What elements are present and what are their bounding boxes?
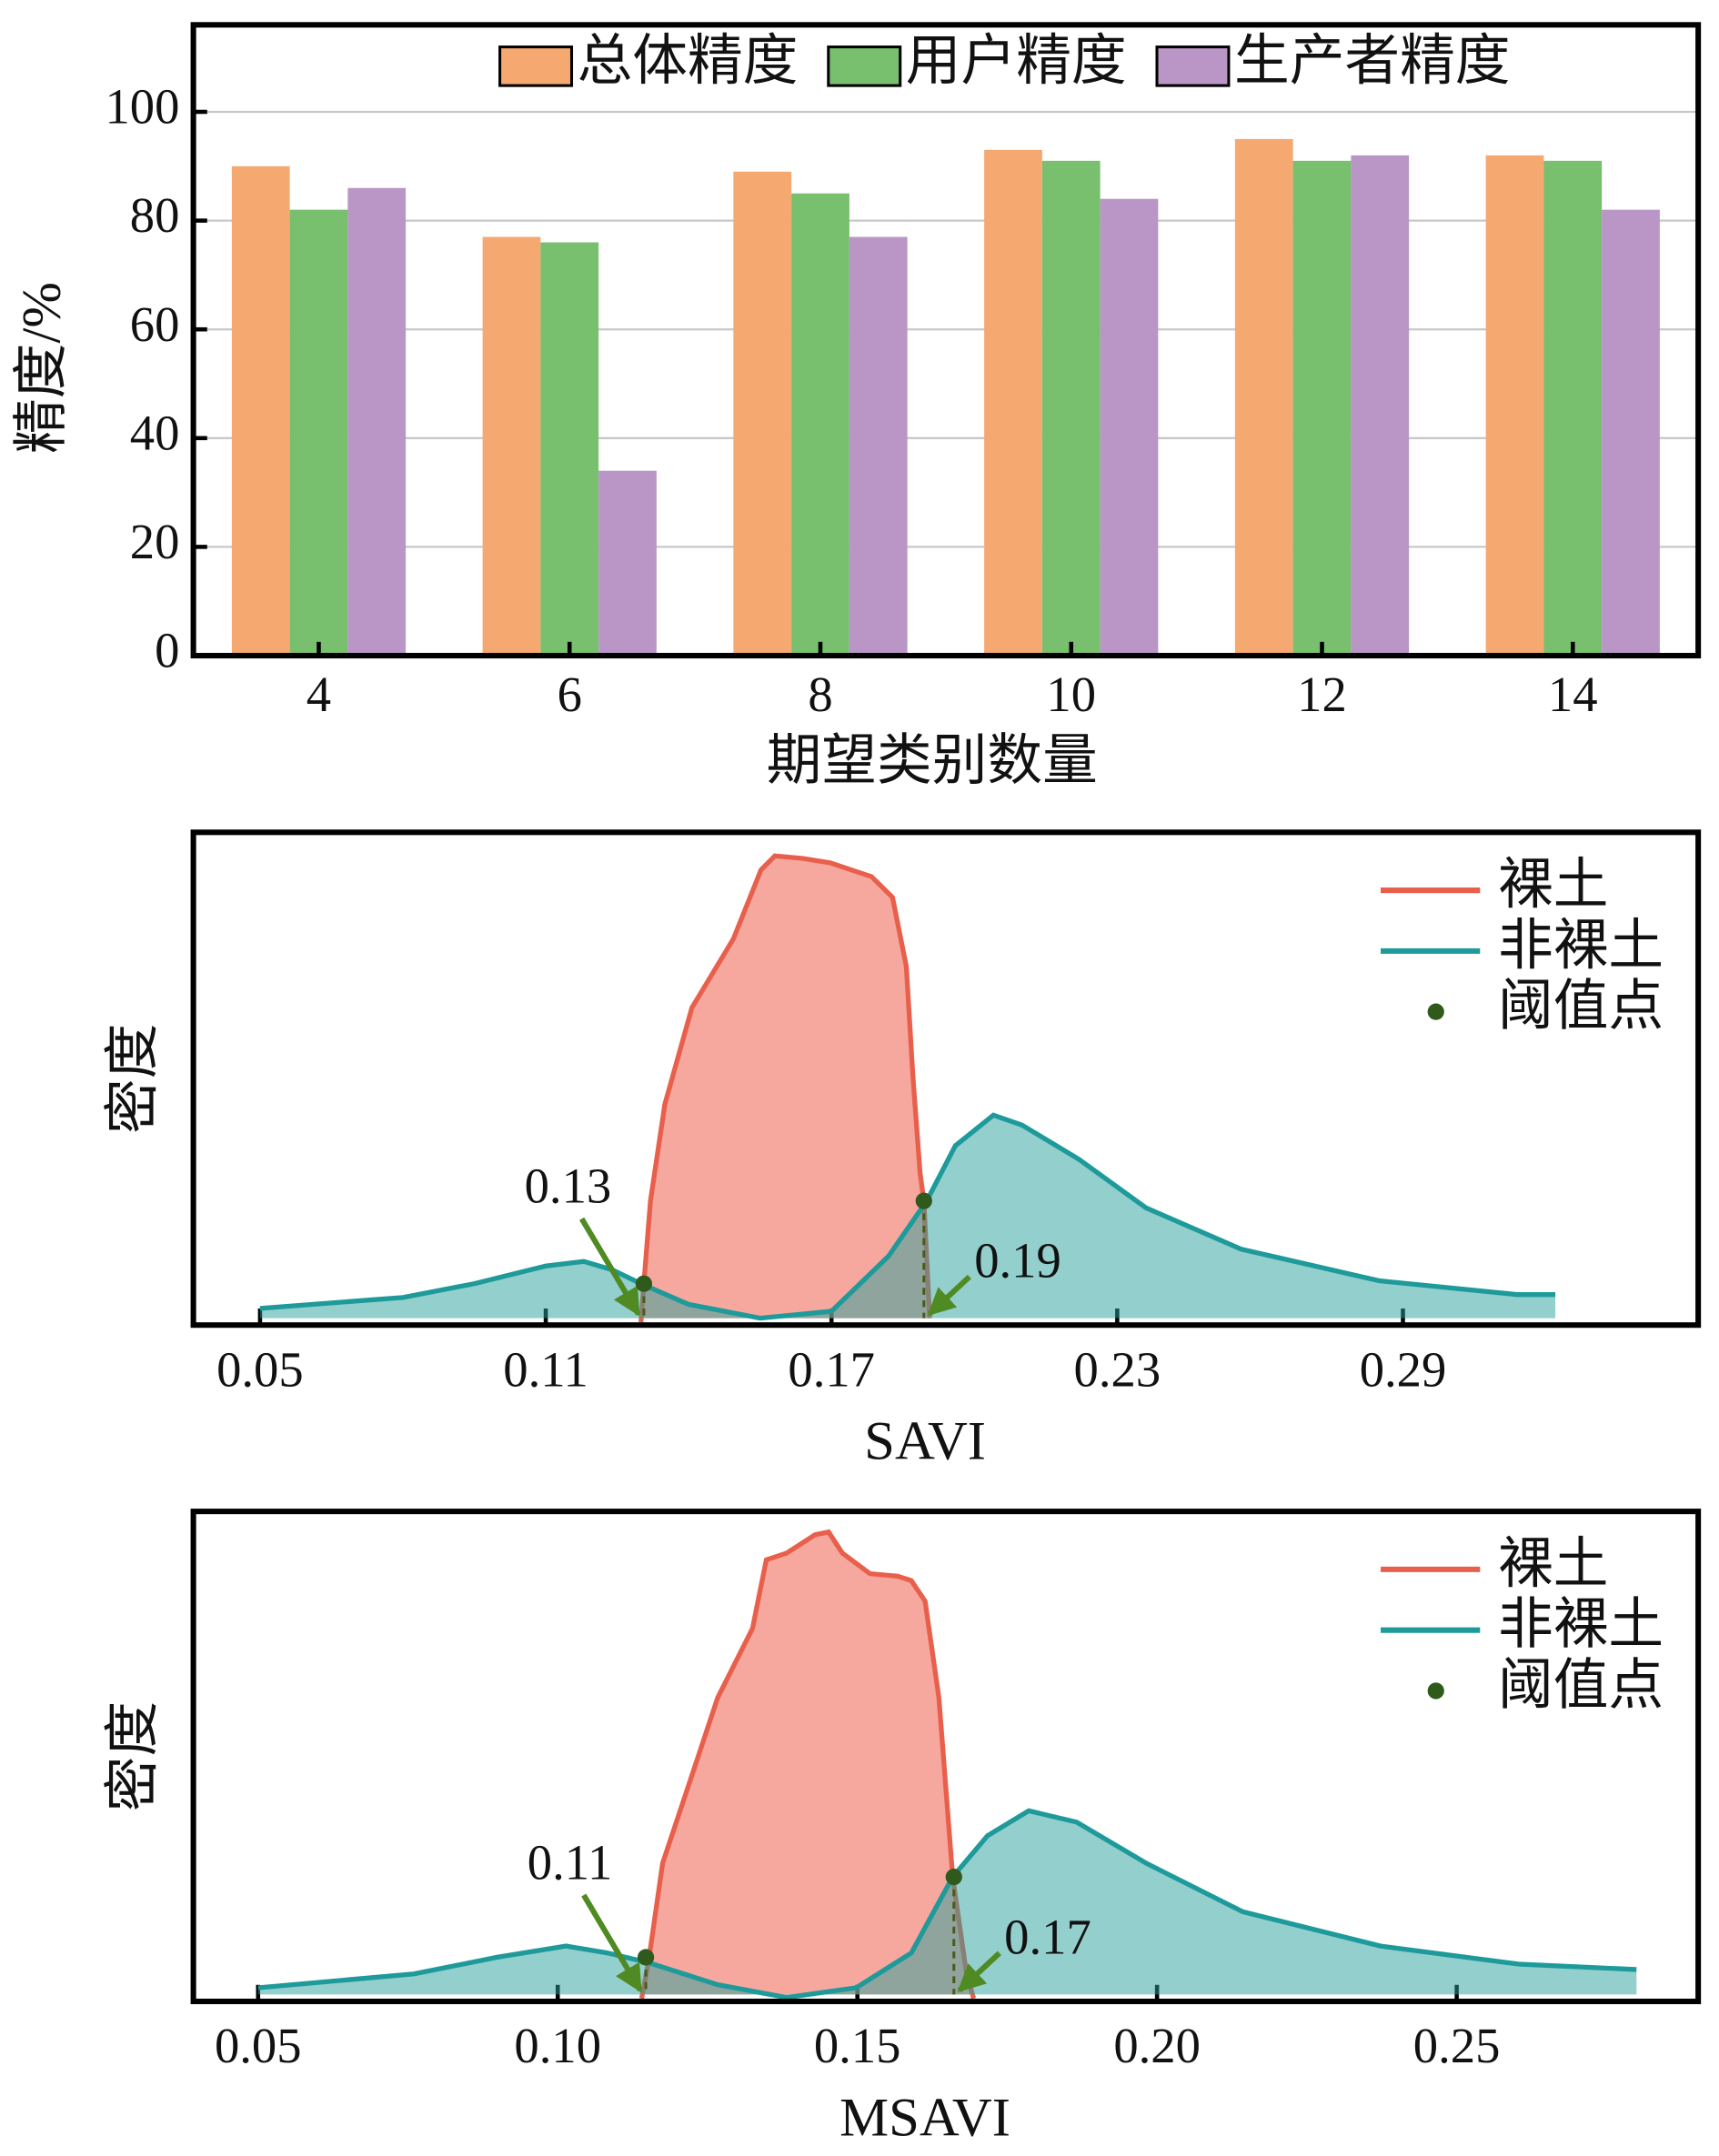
x-tick-label: 0.11 <box>503 1341 588 1397</box>
legend-swatch <box>498 45 574 87</box>
bar <box>791 193 849 657</box>
bar <box>733 171 792 657</box>
x-tick-label: 0.05 <box>216 1341 304 1397</box>
x-tick-label: 0.05 <box>215 2018 302 2073</box>
density-line <box>638 1529 977 2000</box>
bar <box>1602 209 1660 657</box>
x-tick-label: 0.29 <box>1360 1341 1447 1397</box>
y-tick-label: 60 <box>130 296 180 352</box>
threshold-label: 0.17 <box>1004 1909 1091 1964</box>
x-tick-label: 0.10 <box>514 2018 601 2073</box>
threshold-label: 0.19 <box>974 1232 1061 1288</box>
x-tick-label: 0.20 <box>1113 2018 1201 2073</box>
bar <box>984 149 1042 657</box>
legend-swatch <box>827 45 902 87</box>
threshold-arrow <box>957 1950 1001 1993</box>
bar <box>1292 160 1352 657</box>
bar <box>231 165 290 657</box>
legend-point <box>1427 1003 1444 1020</box>
threshold-label: 0.13 <box>525 1158 612 1214</box>
y-axis-label: 精度/% <box>12 282 73 454</box>
plot-frame <box>190 1509 1702 2005</box>
bar <box>849 236 908 657</box>
legend-label: 裸土 <box>1498 1534 1608 1595</box>
y-tick-label: 100 <box>105 79 179 135</box>
bar <box>482 236 541 657</box>
bar <box>289 209 348 657</box>
threshold-arrow <box>927 1274 971 1317</box>
legend-label: 生产者精度 <box>1234 31 1511 92</box>
threshold-point <box>637 1949 655 1966</box>
bar <box>1100 198 1159 657</box>
bar <box>598 470 657 657</box>
x-tick-label: 14 <box>1548 667 1598 722</box>
legend-label: 非裸土 <box>1498 916 1664 977</box>
legend-label: 用户精度 <box>906 31 1127 92</box>
x-tick-label: 10 <box>1046 667 1096 722</box>
bar <box>1485 155 1544 657</box>
threshold-label: 0.11 <box>528 1834 613 1890</box>
x-tick-label: 0.25 <box>1413 2018 1501 2073</box>
legend-label: 裸土 <box>1498 855 1608 916</box>
y-tick-label: 0 <box>155 623 179 678</box>
bar <box>1543 160 1603 657</box>
x-tick-label: 6 <box>558 667 582 722</box>
x-axis-label: 期望类别数量 <box>767 730 1098 791</box>
density-area <box>641 1531 974 1999</box>
plot-frame <box>190 829 1702 1329</box>
bar <box>540 242 599 657</box>
legend-point <box>1427 1682 1444 1700</box>
density-line <box>638 853 932 1323</box>
bar <box>1041 160 1101 657</box>
y-tick-label: 80 <box>130 187 180 243</box>
x-tick-label: 0.15 <box>814 2018 901 2073</box>
bar <box>1351 155 1410 657</box>
x-tick-label: 0.17 <box>788 1341 875 1397</box>
x-tick-label: 12 <box>1297 667 1347 722</box>
density-area <box>257 1810 1637 1998</box>
legend-label: 非裸土 <box>1498 1595 1664 1656</box>
y-tick-label: 20 <box>130 514 180 569</box>
bar <box>347 187 407 657</box>
legend-swatch <box>1155 45 1231 87</box>
y-tick-label: 40 <box>130 405 180 460</box>
x-tick-label: 4 <box>307 667 331 722</box>
x-axis-label: SAVI <box>864 1411 986 1472</box>
threshold-arrow <box>581 1893 643 1993</box>
y-axis-label: 密度 <box>103 1024 164 1134</box>
legend-label: 总体精度 <box>578 31 799 92</box>
density-line <box>257 1808 1637 2001</box>
plot-frame <box>190 22 1702 659</box>
threshold-point <box>945 1869 962 1886</box>
x-axis-label: MSAVI <box>839 2088 1010 2149</box>
x-tick-label: 8 <box>808 667 832 722</box>
y-axis-label: 密度 <box>103 1701 164 1811</box>
threshold-point <box>635 1275 653 1292</box>
density-area <box>640 856 930 1323</box>
legend-label: 阈值点 <box>1498 1655 1664 1716</box>
threshold-arrow <box>578 1217 641 1317</box>
density-area <box>259 1115 1556 1319</box>
x-tick-label: 0.23 <box>1074 1341 1161 1397</box>
density-line <box>259 1112 1556 1321</box>
threshold-point <box>915 1192 932 1209</box>
bar <box>1234 138 1293 657</box>
legend-label: 阈值点 <box>1498 977 1664 1038</box>
